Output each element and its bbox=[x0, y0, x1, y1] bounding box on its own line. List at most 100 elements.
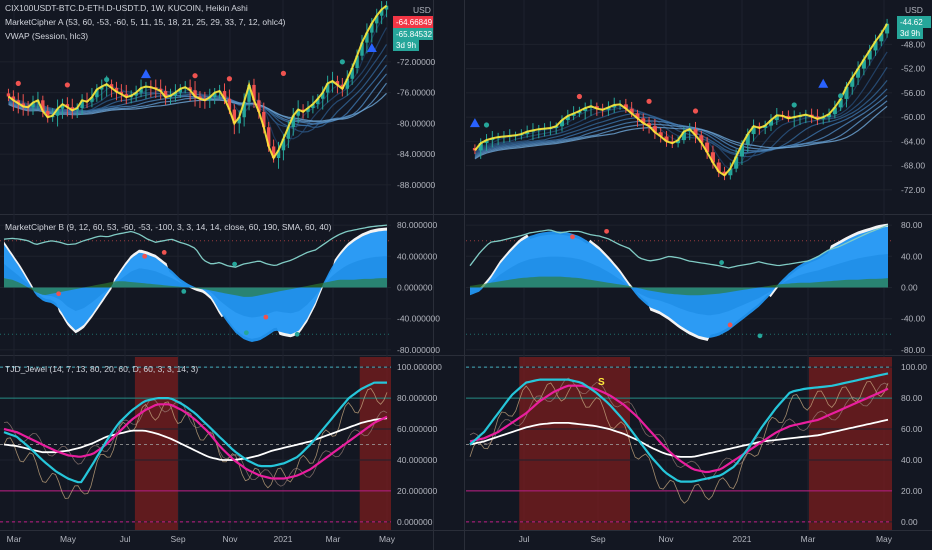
candle-body bbox=[375, 15, 379, 24]
x-tick-label: Jul bbox=[519, 534, 530, 544]
indicator-legend-tjd-jewel[interactable]: TJD_Jewel (14, 7, 13, 80, 20, 60, D, 60,… bbox=[5, 364, 199, 374]
candle-body bbox=[577, 111, 582, 114]
indicator-legend-vwap[interactable]: VWAP (Session, hlc3) bbox=[5, 31, 89, 41]
candle-body bbox=[379, 9, 384, 16]
signal-dot-icon bbox=[604, 228, 609, 234]
x-tick-label: Mar bbox=[801, 534, 816, 544]
signal-triangle-icon bbox=[818, 78, 829, 88]
x-tick-label: Nov bbox=[222, 534, 238, 544]
overbought-zone bbox=[519, 357, 631, 530]
candle-body bbox=[158, 88, 163, 92]
candle-body bbox=[75, 108, 79, 111]
candle-body bbox=[355, 55, 359, 68]
candle-body bbox=[100, 86, 104, 90]
candle-body bbox=[139, 88, 143, 93]
candle-body bbox=[786, 115, 791, 119]
signal-dot-icon bbox=[719, 260, 724, 265]
y-tick-label: 60.00 bbox=[901, 424, 923, 434]
candle-body bbox=[119, 91, 124, 95]
candle-body bbox=[80, 100, 84, 108]
ma-ribbon-line bbox=[474, 105, 888, 160]
white-line bbox=[3, 417, 388, 461]
y-tick-label: 60.000000 bbox=[397, 424, 437, 434]
indicator-legend-marketcipher-a[interactable]: MarketCipher A (53, 60, -53, -60, 5, 11,… bbox=[5, 17, 286, 27]
x-tick-label: Nov bbox=[658, 534, 674, 544]
signal-dot-icon bbox=[181, 288, 187, 294]
signal-triangle-icon bbox=[469, 118, 480, 128]
countdown-tag: 3d 9h bbox=[396, 41, 416, 50]
last-price-tag: -65.84532 bbox=[396, 30, 433, 39]
money-flow-area bbox=[470, 276, 888, 296]
ma-ribbon-line bbox=[474, 94, 888, 158]
candle-body bbox=[705, 142, 710, 153]
candle-body bbox=[65, 104, 70, 108]
trend-highlight-line bbox=[474, 23, 888, 177]
wave1-area bbox=[4, 230, 387, 342]
x-tick-label: Mar bbox=[326, 534, 341, 544]
candle-body bbox=[635, 113, 640, 119]
candle-body bbox=[641, 118, 646, 124]
x-tick-label: May bbox=[379, 534, 396, 544]
y-tick-label: -60.00 bbox=[901, 112, 925, 122]
candle-body bbox=[320, 92, 325, 99]
candle-body bbox=[242, 101, 246, 118]
signal-dot-icon bbox=[280, 70, 287, 76]
signal-dot-icon bbox=[339, 59, 345, 65]
countdown-tag-bg bbox=[393, 39, 419, 51]
y-tick-label: -68.00 bbox=[901, 161, 925, 171]
candle-body bbox=[873, 41, 878, 51]
signal-dot-icon bbox=[192, 73, 198, 79]
candle-body bbox=[232, 109, 237, 124]
y-tick-label: 0.00 bbox=[901, 517, 918, 527]
candle-body bbox=[478, 143, 483, 151]
candle-body bbox=[384, 5, 389, 10]
y-tick-label: 80.000000 bbox=[397, 220, 437, 230]
candle-body bbox=[885, 23, 890, 34]
y-tick-label: -52.00 bbox=[901, 64, 925, 74]
candle-body bbox=[664, 136, 669, 142]
candle-body bbox=[710, 152, 715, 163]
x-tick-label: Jul bbox=[120, 534, 131, 544]
trend-highlight-line bbox=[7, 4, 388, 161]
candle-body bbox=[237, 117, 241, 124]
signal-dot-icon bbox=[15, 80, 21, 86]
candle-body bbox=[193, 90, 197, 97]
candle-body bbox=[173, 92, 178, 96]
countdown-tag: 3d 9h bbox=[900, 29, 920, 38]
candle-body bbox=[606, 107, 611, 110]
rsi-line bbox=[469, 224, 889, 269]
countdown-tag-bg bbox=[897, 27, 923, 39]
candle-body bbox=[208, 97, 212, 101]
signal-dot-icon bbox=[243, 330, 249, 336]
candle-body bbox=[114, 88, 119, 92]
magenta-line bbox=[469, 384, 889, 474]
wave1-area bbox=[470, 226, 888, 338]
indicator-legend-marketcipher-b[interactable]: MarketCipher B (9, 12, 60, 53, -60, -53,… bbox=[5, 222, 332, 232]
candle-body bbox=[286, 127, 291, 139]
candle-body bbox=[751, 126, 756, 135]
ma-ribbon-line bbox=[8, 92, 387, 122]
y-tick-label: 20.00 bbox=[901, 486, 923, 496]
overbought-zone bbox=[808, 357, 892, 530]
candle-body bbox=[271, 146, 276, 158]
overbought-zone bbox=[359, 357, 391, 530]
candle-body bbox=[774, 115, 779, 121]
ma-ribbon-line bbox=[474, 80, 888, 155]
candle-body bbox=[525, 131, 530, 135]
candle-body bbox=[222, 91, 227, 99]
y-tick-label: -84.00000 bbox=[397, 149, 436, 159]
candle-body bbox=[484, 140, 489, 144]
signal-dot-icon bbox=[646, 98, 652, 104]
y-tick-label: 40.00 bbox=[901, 455, 923, 465]
y-tick-label: 0.000000 bbox=[397, 283, 433, 293]
symbol-title[interactable]: CIX100USDT-BTC.D-ETH.D-USDT.D, 1W, KUCOI… bbox=[5, 3, 248, 13]
signal-annotation: S bbox=[598, 377, 605, 388]
x-tick-label: Mar bbox=[7, 534, 22, 544]
teal-line bbox=[3, 381, 387, 484]
signal-dot-icon bbox=[142, 253, 148, 259]
candle-body bbox=[734, 156, 739, 169]
candle-body bbox=[262, 111, 266, 128]
candle-body bbox=[565, 115, 570, 121]
last-price-tag-bg bbox=[897, 16, 931, 28]
